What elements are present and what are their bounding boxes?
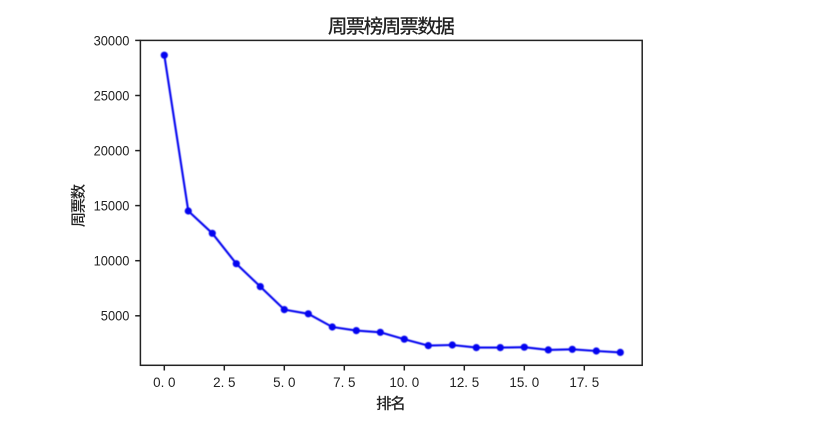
svg-text:7. 5: 7. 5 — [333, 375, 355, 390]
svg-text:2. 5: 2. 5 — [213, 375, 235, 390]
svg-text:10. 0: 10. 0 — [389, 375, 419, 390]
svg-text:20000: 20000 — [94, 144, 130, 159]
svg-text:25000: 25000 — [94, 88, 130, 103]
svg-text:12. 5: 12. 5 — [449, 375, 479, 390]
svg-text:15. 0: 15. 0 — [509, 375, 539, 390]
svg-text:17. 5: 17. 5 — [569, 375, 599, 390]
svg-text:10000: 10000 — [94, 254, 130, 269]
svg-text:5. 0: 5. 0 — [273, 375, 295, 390]
svg-text:0. 0: 0. 0 — [153, 375, 175, 390]
svg-text:5000: 5000 — [101, 309, 130, 324]
svg-text:30000: 30000 — [94, 33, 130, 48]
svg-text:15000: 15000 — [94, 199, 130, 214]
